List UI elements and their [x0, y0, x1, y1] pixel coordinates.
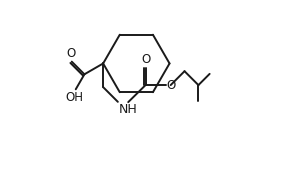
Text: O: O — [66, 47, 75, 60]
Text: OH: OH — [65, 91, 83, 104]
Text: NH: NH — [118, 103, 137, 116]
Text: O: O — [141, 53, 150, 66]
Text: O: O — [166, 79, 175, 92]
